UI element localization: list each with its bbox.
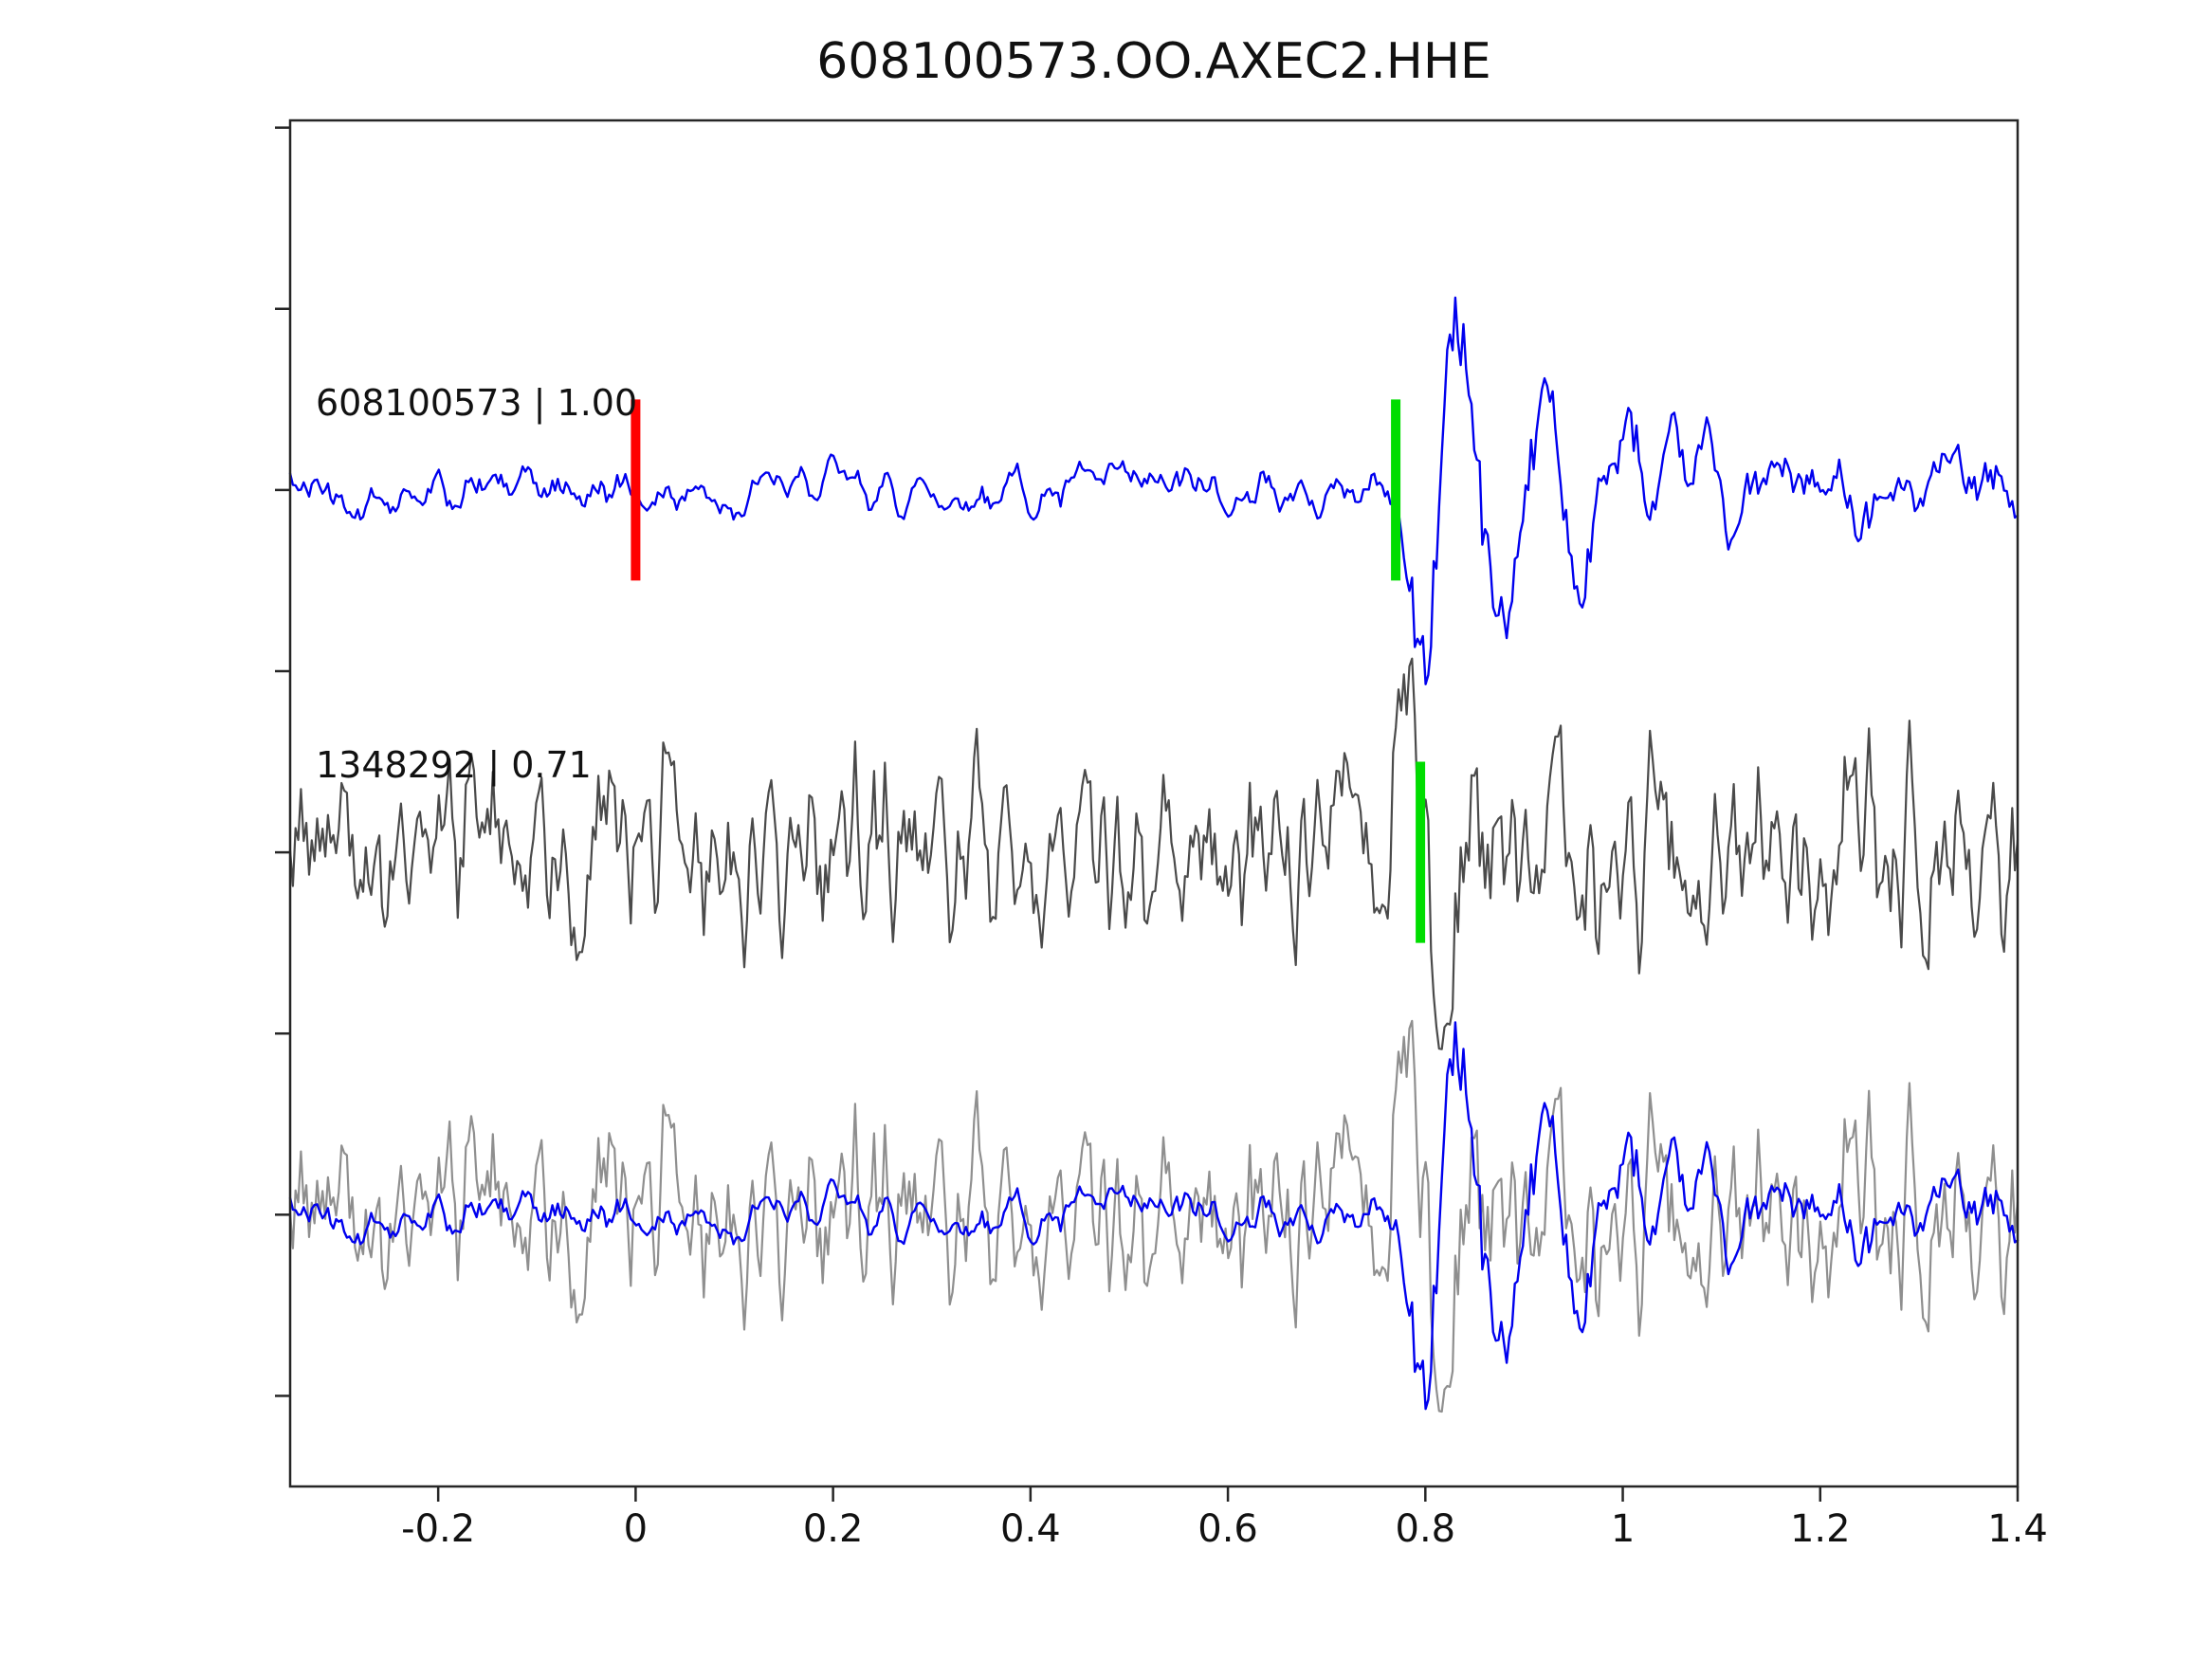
spine-layer [288,118,2020,1488]
plot-title: 608100573.OO.AXEC2.HHE [816,33,1491,90]
waveform-trace-608100573-row0 [288,296,2020,685]
x-tick-label: -0.2 [401,1507,475,1551]
x-tick-label: 1 [1611,1507,1635,1551]
x-tick-label: 0.4 [1000,1507,1061,1551]
x-tick-label: 0.2 [803,1507,864,1551]
x-tick-label: 0.8 [1396,1507,1456,1551]
x-tick-label: 1.4 [1987,1507,2048,1551]
waveform-trace-608100573-row2 [288,1021,2020,1411]
waveform-trace-1348292-row1 [288,657,2020,1050]
x-tick-label: 0.6 [1197,1507,1258,1551]
axes-layer: -0.2 0 0.2 0.4 0.6 0.8 1 1.2 1.4 [275,126,2048,1551]
x-tick-label: 1.2 [1790,1507,1851,1551]
trace-layer [288,296,2020,1413]
waveform-trace-1348292-row2 [288,1019,2020,1413]
trace2-label: 1348292 | 0.71 [316,744,592,787]
x-tick-label: 0 [624,1507,648,1551]
marker-layer [631,399,1426,943]
trace1-label: 608100573 | 1.00 [316,382,637,425]
plot-box [288,118,2020,1488]
